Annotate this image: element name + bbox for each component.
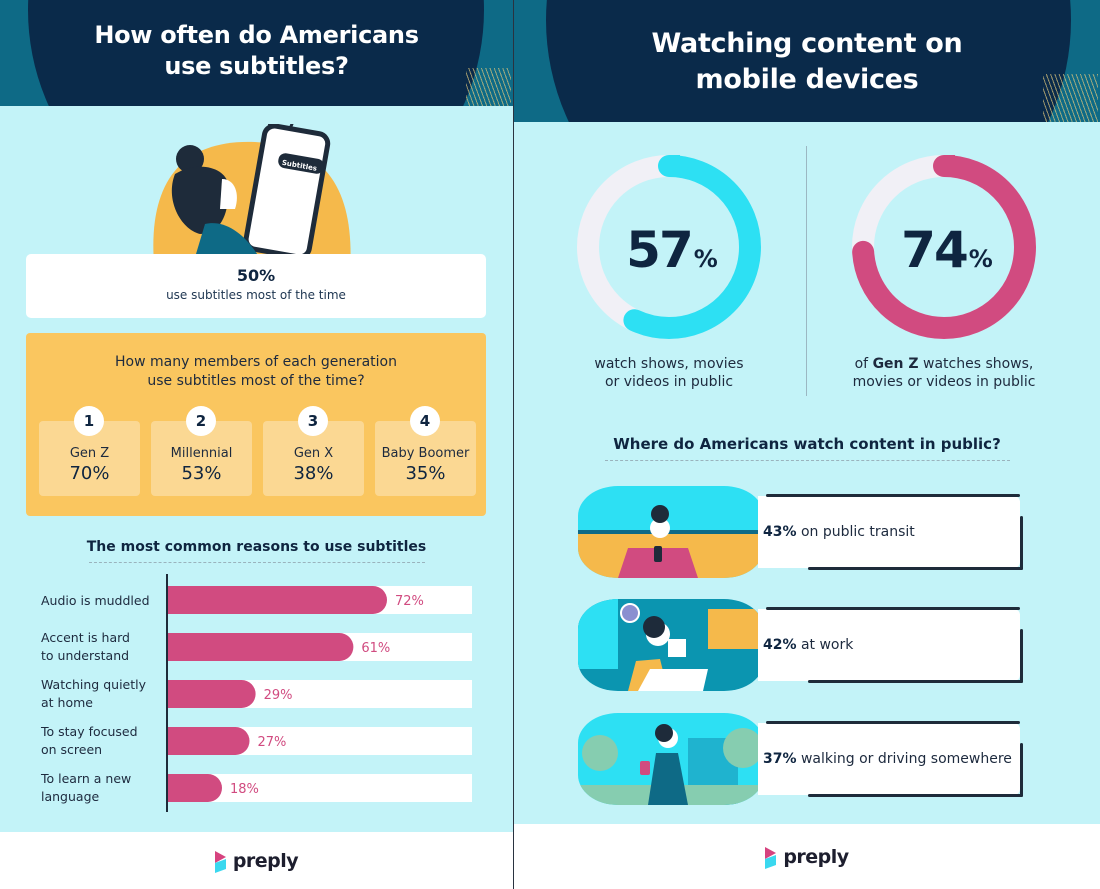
rank-badge: 4 [410, 406, 440, 436]
bar-value-label: 27% [258, 735, 287, 750]
place-item-transit: 43% on public transit [578, 486, 1038, 578]
generation-item: 2 Millennial 53% [151, 406, 252, 496]
rank-badge: 1 [74, 406, 104, 436]
bar-category-label: To learn a new [40, 771, 131, 786]
right-footer: preply [514, 824, 1100, 889]
left-body: Subtitles 50% use subtitles most of the … [0, 106, 513, 832]
title-underline [605, 460, 1010, 461]
donut-caption-all: watch shows, movies or videos in public [594, 356, 744, 390]
transit-illustration [578, 486, 764, 578]
generation-item: 4 Baby Boomer 35% [375, 406, 476, 496]
bar [167, 586, 387, 614]
bar-chart-axis [166, 574, 168, 812]
bar-category-label: language [41, 789, 100, 804]
walking-illustration [578, 713, 764, 805]
bar-category-label: Accent is hard [41, 630, 130, 645]
bar-category-label: To stay focused [40, 724, 138, 739]
bar [167, 633, 354, 661]
bar [167, 680, 256, 708]
right-header: Watching content on mobile devices [514, 0, 1100, 122]
rank-badge: 2 [186, 406, 216, 436]
where-title: Where do Americans watch content in publ… [613, 435, 1001, 453]
donut-value-label: 57% [626, 221, 718, 279]
generation-value: 70% [69, 463, 110, 484]
place-label-card: 37% walking or driving somewhere [758, 721, 1023, 797]
generation-question: How many members of each generation use s… [114, 354, 397, 389]
donut-chart-all: 57% [577, 155, 761, 339]
bar [167, 774, 222, 802]
right-panel: Watching content on mobile devices 57% 74… [514, 0, 1100, 889]
bar-category-label: Watching quietly [41, 677, 147, 692]
bar-value-label: 29% [264, 688, 293, 703]
right-body: 57% 74% watch shows, movies or videos in … [514, 122, 1100, 824]
place-item-work: 42% at work [578, 599, 1038, 691]
reasons-bar-chart: 72% Audio is muddled 61% Accent is hard to u… [40, 586, 472, 804]
place-value: 43% [763, 524, 797, 540]
reasons-chart-title: The most common reasons to use subtitles [86, 539, 427, 555]
bar-category-label: Audio is muddled [41, 593, 150, 608]
donut-divider [806, 146, 807, 396]
bar-category-label: on screen [41, 742, 102, 757]
bar-category-label: to understand [41, 648, 129, 663]
stripes-decoration [1043, 74, 1098, 122]
generation-value: 38% [293, 463, 334, 484]
woman-phone-illustration: Subtitles [153, 124, 351, 274]
bar-value-label: 72% [395, 594, 424, 609]
generation-name: Baby Boomer [381, 446, 470, 461]
headline-stat-card: 50% use subtitles most of the time [26, 254, 486, 318]
stripes-decoration [466, 68, 511, 106]
preply-logo-icon [765, 846, 777, 867]
generation-value: 35% [405, 463, 446, 484]
donut-arc-start [944, 155, 955, 177]
bar-value-label: 18% [230, 782, 259, 797]
donut-value-label: 74% [901, 221, 993, 279]
title-underline [89, 562, 425, 563]
generation-name: Gen X [293, 446, 334, 461]
bar-category-label: at home [41, 695, 93, 710]
generation-name: Millennial [170, 446, 233, 461]
headline-stat-caption: use subtitles most of the time [166, 288, 346, 302]
donut-arc-start [669, 155, 680, 177]
bar [167, 727, 250, 755]
preply-logo: preply [765, 846, 849, 868]
headline-stat-value: 50% [236, 266, 276, 285]
work-illustration [578, 599, 764, 691]
left-footer: preply [0, 832, 513, 889]
generation-item: 1 Gen Z 70% [39, 406, 140, 496]
place-item-walking: 37% walking or driving somewhere [578, 713, 1038, 805]
generation-value: 53% [181, 463, 222, 484]
donut-caption-genz: of Gen Z watches shows, movies or videos … [852, 356, 1036, 390]
place-label-card: 43% on public transit [758, 494, 1023, 570]
panel-divider [513, 0, 514, 889]
rank-badge: 3 [298, 406, 328, 436]
preply-logo: preply [214, 850, 299, 872]
header-shape [546, 0, 1071, 122]
generation-item: 3 Gen X 38% [263, 406, 364, 496]
place-value: 42% [763, 637, 797, 653]
place-label-card: 42% at work [758, 607, 1023, 683]
bar-value-label: 61% [361, 641, 390, 656]
generation-card: How many members of each generation use s… [26, 333, 486, 516]
place-value: 37% [763, 751, 797, 767]
generation-name: Gen Z [69, 446, 110, 461]
left-title: How often do Americans use subtitles? [94, 21, 419, 80]
right-title: Watching content on mobile devices [651, 28, 963, 95]
left-header: How often do Americans use subtitles? [0, 0, 513, 106]
header-shape [28, 0, 484, 106]
left-panel: How often do Americans use subtitles? Sub… [0, 0, 513, 889]
donut-chart-genz: 74% [852, 155, 1036, 339]
preply-logo-icon [214, 850, 227, 871]
